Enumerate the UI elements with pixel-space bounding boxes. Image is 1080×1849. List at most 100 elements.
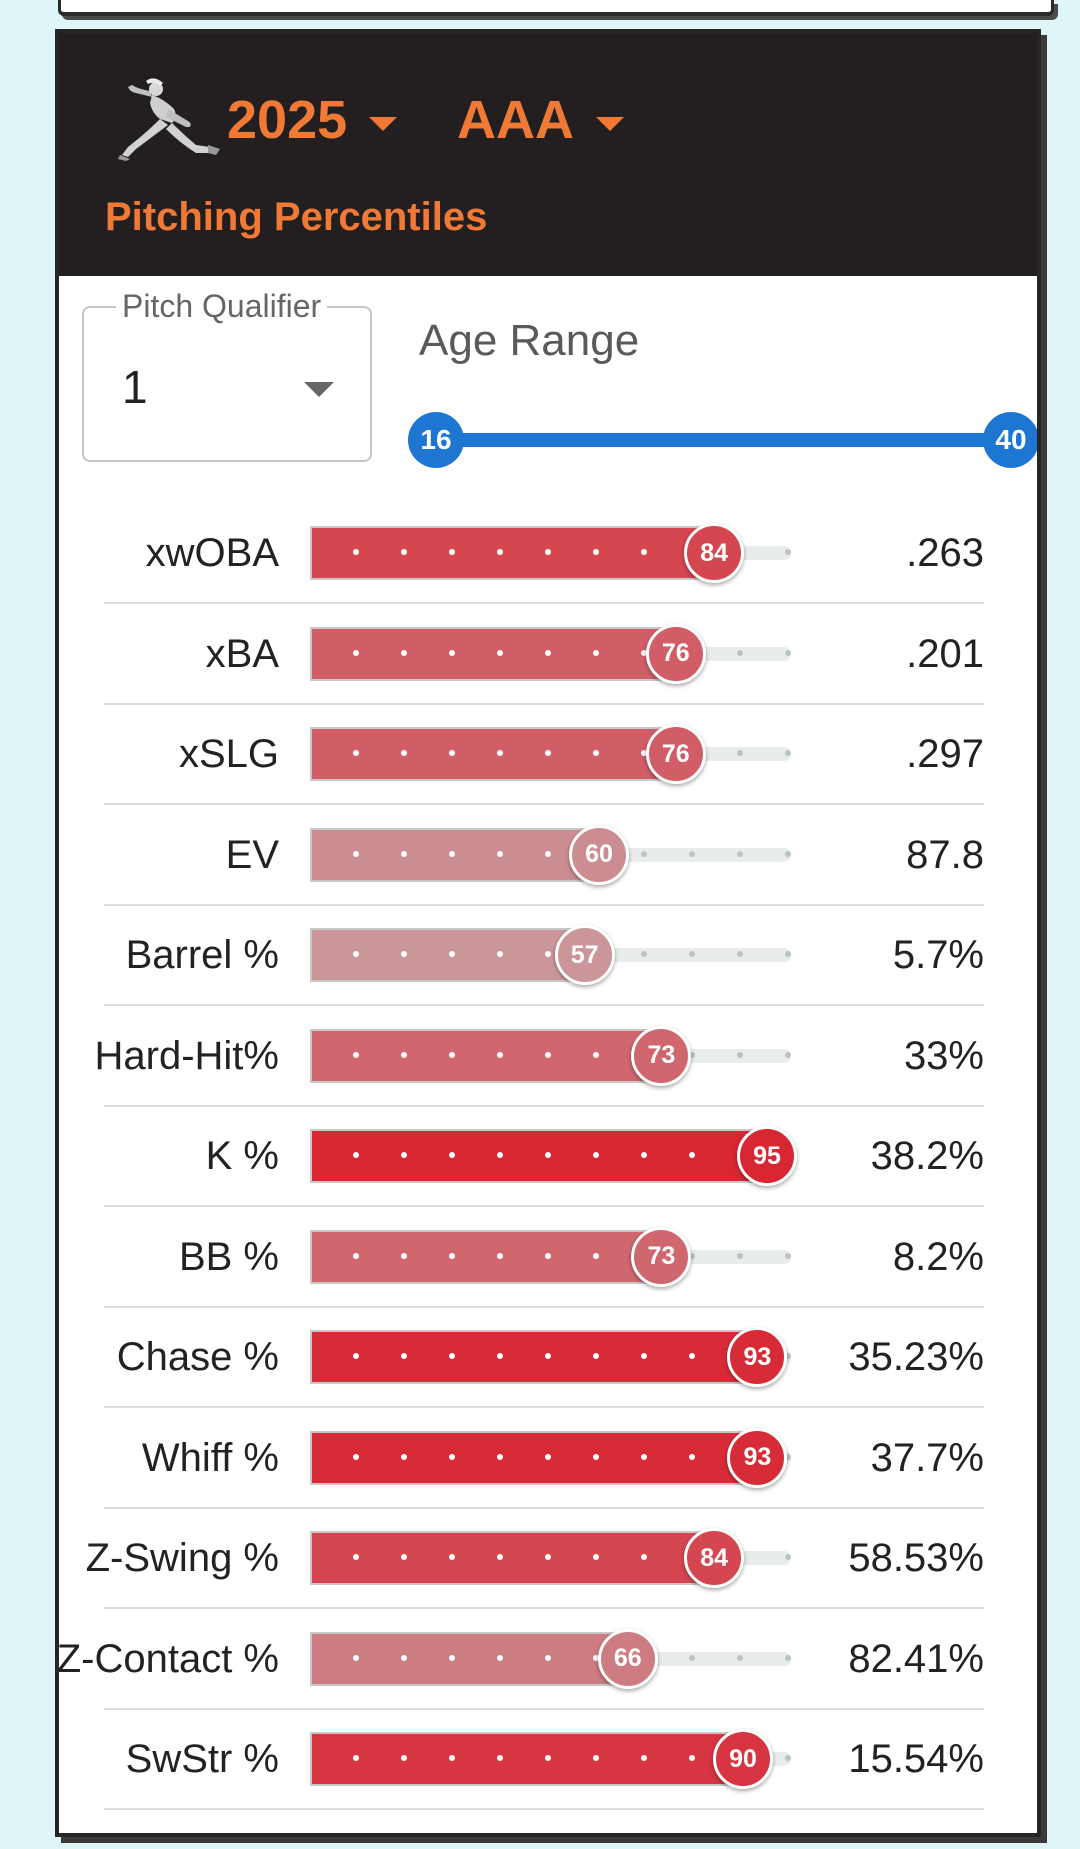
pitcher-silhouette-icon bbox=[118, 78, 220, 161]
percentile-bar bbox=[310, 928, 585, 982]
level-dropdown-label: AAA bbox=[457, 90, 574, 150]
metric-row: BB % 73 8.2% bbox=[59, 1207, 1037, 1308]
metric-row: EV 60 87.8 bbox=[59, 805, 1037, 906]
tick-dots bbox=[311, 1051, 791, 1060]
percentiles-card: 2025 AAA Pitching Percentiles Pitch Qual… bbox=[55, 29, 1041, 1837]
tick-dot bbox=[545, 649, 551, 656]
metric-value: .263 bbox=[906, 531, 984, 575]
year-dropdown[interactable]: 2025 bbox=[227, 85, 398, 155]
tick-dot bbox=[545, 850, 551, 857]
percentile-badge: 66 bbox=[597, 1628, 658, 1689]
tick-dots bbox=[311, 1453, 791, 1462]
metric-label: EV bbox=[225, 832, 279, 877]
percentile-badge: 73 bbox=[631, 1226, 692, 1287]
tick-dot bbox=[545, 1252, 551, 1259]
metric-value: .297 bbox=[906, 732, 984, 776]
tick-dot bbox=[641, 1453, 647, 1460]
tick-dot bbox=[449, 1654, 455, 1661]
metric-row: Z-Swing % 84 58.53% bbox=[59, 1508, 1037, 1609]
percentile-badge: 84 bbox=[684, 1528, 745, 1588]
age-max-thumb[interactable]: 40 bbox=[983, 412, 1037, 468]
level-dropdown[interactable]: AAA bbox=[457, 85, 624, 155]
tick-dot bbox=[689, 1453, 695, 1460]
metric-row: Barrel % 57 5.7% bbox=[59, 905, 1037, 1006]
tick-dot bbox=[545, 750, 551, 756]
tick-dot bbox=[593, 649, 599, 656]
tick-dots bbox=[311, 750, 791, 758]
tick-dot bbox=[593, 1051, 599, 1058]
tick-dot bbox=[737, 850, 743, 857]
percentile-bar bbox=[310, 1631, 628, 1686]
row-divider bbox=[104, 1205, 984, 1207]
metric-label: Whiff % bbox=[141, 1435, 279, 1480]
pitch-qualifier-select[interactable]: Pitch Qualifier 1 bbox=[82, 288, 372, 462]
pitch-qualifier-value: 1 bbox=[122, 361, 148, 413]
percentile-badge: 76 bbox=[645, 724, 706, 784]
tick-dot bbox=[497, 1353, 503, 1359]
metric-value: 82.41% bbox=[848, 1636, 984, 1681]
tick-dot bbox=[785, 649, 791, 656]
metric-label: SwStr % bbox=[125, 1737, 279, 1781]
percentile-bar bbox=[310, 1229, 662, 1284]
tick-dot bbox=[545, 549, 551, 555]
metric-row: SwStr % 90 15.54% bbox=[59, 1709, 1037, 1810]
metric-row: Whiff % 93 37.7% bbox=[59, 1408, 1037, 1509]
tick-dot bbox=[545, 1051, 551, 1058]
row-divider bbox=[104, 1506, 984, 1509]
tick-dot bbox=[401, 850, 407, 857]
metric-label: xBA bbox=[205, 631, 279, 676]
tick-dot bbox=[449, 1755, 455, 1761]
tick-dot bbox=[449, 649, 455, 656]
tick-dot bbox=[401, 649, 407, 656]
tick-dot bbox=[401, 951, 407, 957]
metric-value: 38.2% bbox=[870, 1134, 984, 1178]
metric-row: xwOBA 84 .263 bbox=[59, 503, 1037, 604]
tick-dot bbox=[449, 750, 455, 756]
tick-dot bbox=[497, 951, 503, 957]
tick-dot bbox=[593, 1152, 599, 1158]
tick-dot bbox=[641, 649, 647, 656]
metric-value: 87.8 bbox=[906, 832, 984, 877]
age-range-slider-track[interactable] bbox=[435, 433, 1010, 447]
percentile-bar bbox=[310, 727, 676, 781]
tick-dot bbox=[353, 1554, 359, 1560]
tick-dot bbox=[593, 1554, 599, 1560]
percentile-bar bbox=[310, 1430, 758, 1485]
age-min-thumb[interactable]: 16 bbox=[408, 412, 464, 468]
tick-dot bbox=[785, 1755, 791, 1761]
row-divider bbox=[104, 602, 984, 604]
tick-dots bbox=[311, 1152, 791, 1160]
tick-dot bbox=[497, 1453, 503, 1460]
metric-row: Chase % 93 35.23% bbox=[59, 1307, 1037, 1408]
tick-dot bbox=[353, 1453, 359, 1460]
tick-dot bbox=[497, 1252, 503, 1259]
tick-dot bbox=[689, 850, 695, 857]
tick-dot bbox=[545, 951, 551, 957]
row-divider bbox=[104, 1104, 984, 1107]
tick-dot bbox=[449, 1453, 455, 1460]
tick-dot bbox=[545, 1654, 551, 1661]
tick-dot bbox=[545, 1453, 551, 1460]
percentile-bar bbox=[310, 1732, 743, 1786]
tick-dot bbox=[737, 649, 743, 656]
tick-dot bbox=[545, 1152, 551, 1158]
tick-dot bbox=[593, 1654, 599, 1661]
metric-value: 15.54% bbox=[848, 1737, 984, 1781]
tick-dot bbox=[353, 750, 359, 756]
tick-dot bbox=[785, 1353, 791, 1359]
metric-label: Hard-Hit% bbox=[94, 1033, 279, 1078]
percentile-badge: 93 bbox=[727, 1427, 788, 1488]
metric-label: Z-Swing % bbox=[85, 1536, 279, 1580]
metric-label: Z-Contact % bbox=[56, 1636, 279, 1681]
tick-dot bbox=[497, 549, 503, 555]
metric-value: 35.23% bbox=[848, 1335, 984, 1379]
tick-dot bbox=[401, 1152, 407, 1158]
tick-dots bbox=[311, 649, 791, 658]
tick-dot bbox=[449, 951, 455, 957]
page-title: Pitching Percentiles bbox=[105, 195, 488, 239]
tick-dot bbox=[353, 1252, 359, 1259]
row-divider bbox=[104, 1808, 984, 1810]
tick-dot bbox=[497, 1654, 503, 1661]
tick-dot bbox=[689, 1051, 695, 1058]
tick-dot bbox=[641, 549, 647, 555]
